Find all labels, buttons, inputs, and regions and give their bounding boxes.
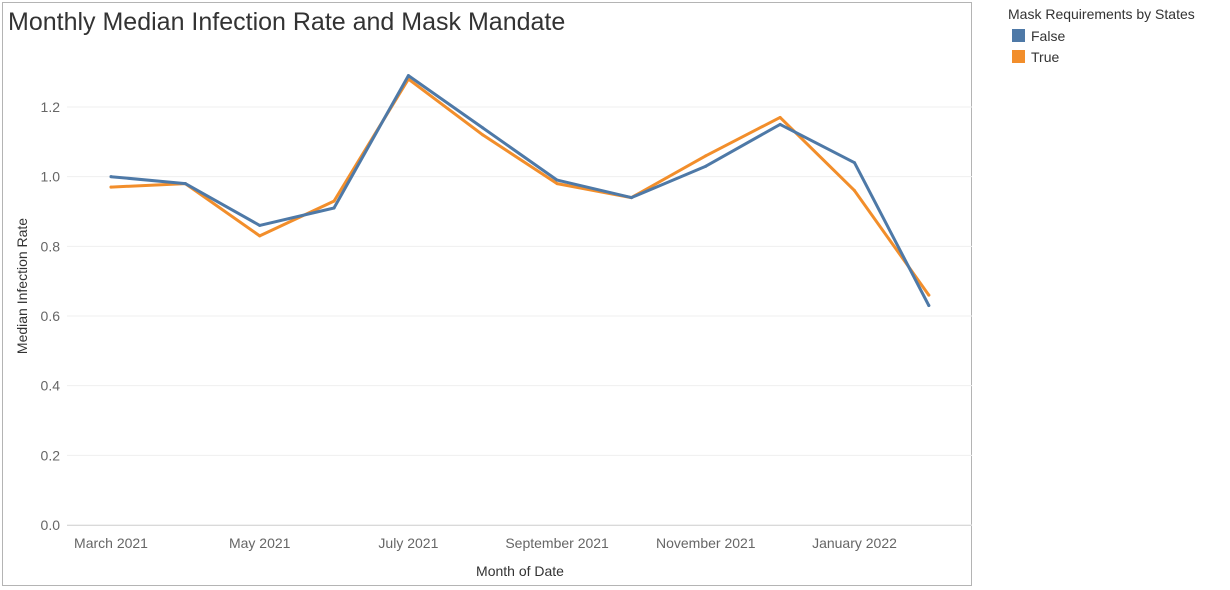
chart-title: Monthly Median Infection Rate and Mask M… [8, 8, 566, 36]
x-tick-label: July 2021 [378, 535, 438, 551]
legend-item-true[interactable]: True [1008, 46, 1228, 67]
legend-swatch [1012, 50, 1025, 63]
data-point-false[interactable] [109, 175, 113, 179]
y-axis-title: Median Infection Rate [14, 218, 30, 354]
x-tick-label: September 2021 [505, 535, 609, 551]
x-axis-ticks: March 2021 May 2021 July 2021 September 202… [74, 535, 897, 551]
data-point-false[interactable] [406, 74, 410, 78]
data-point-false[interactable] [629, 196, 633, 200]
gridlines [67, 106, 972, 526]
y-tick-label: 0.0 [41, 517, 61, 533]
legend-items: False True [1008, 25, 1228, 67]
y-tick-label: 1.2 [41, 99, 61, 115]
y-tick-label: 0.6 [41, 308, 61, 324]
data-point-false[interactable] [704, 164, 708, 168]
data-point-true[interactable] [853, 189, 856, 193]
y-tick-label: 0.8 [41, 238, 61, 254]
data-point-false[interactable] [555, 178, 559, 182]
x-tick-label: May 2021 [229, 535, 291, 551]
data-point-true[interactable] [704, 154, 708, 158]
legend-item-false[interactable]: False [1008, 25, 1228, 46]
chart-frame [2, 2, 972, 586]
data-point-false[interactable] [258, 223, 262, 227]
legend-title: Mask Requirements by States [1008, 6, 1195, 22]
legend-swatch [1012, 29, 1025, 42]
data-point-true[interactable] [481, 133, 485, 137]
legend: Mask Requirements by States False True [1008, 6, 1228, 67]
series-line-false[interactable] [109, 74, 931, 307]
data-point-true[interactable] [332, 199, 336, 203]
series-lines [109, 74, 931, 308]
data-point-true[interactable] [258, 234, 262, 238]
data-point-false[interactable] [183, 182, 187, 186]
data-point-true[interactable] [109, 185, 113, 189]
data-point-false[interactable] [778, 122, 782, 126]
series-line-true[interactable] [109, 77, 931, 297]
data-point-false[interactable] [481, 126, 485, 130]
y-axis-ticks: 0.0 0.2 0.4 0.6 0.8 1.0 1.2 [41, 99, 61, 533]
data-point-true[interactable] [555, 182, 559, 186]
data-point-false[interactable] [927, 304, 931, 308]
y-tick-label: 0.2 [41, 447, 61, 463]
data-point-true[interactable] [927, 293, 931, 297]
x-tick-label: November 2021 [656, 535, 756, 551]
x-tick-label: March 2021 [74, 535, 148, 551]
data-point-false[interactable] [332, 206, 336, 210]
data-point-false[interactable] [853, 161, 856, 165]
x-tick-label: January 2022 [812, 535, 897, 551]
legend-label: False [1031, 27, 1066, 44]
data-point-true[interactable] [778, 115, 782, 119]
y-tick-label: 1.0 [41, 169, 61, 185]
x-axis-title: Month of Date [476, 563, 564, 579]
y-tick-label: 0.4 [41, 378, 61, 394]
legend-label: True [1031, 48, 1060, 65]
